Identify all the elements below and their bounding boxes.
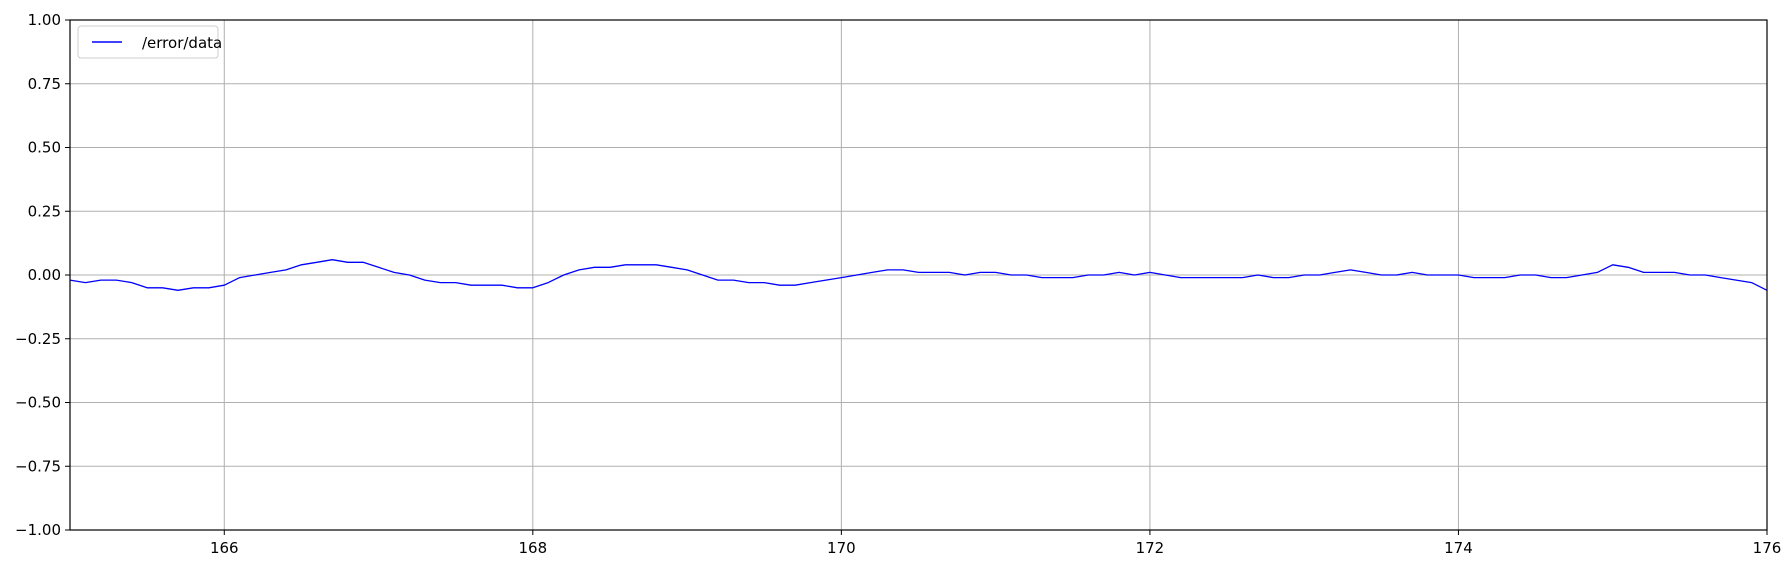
y-tick-label: −0.75 <box>15 457 61 475</box>
x-tick-label: 172 <box>1136 539 1165 557</box>
y-tick-label: 0.25 <box>28 202 61 220</box>
y-tick-label: −0.25 <box>15 330 61 348</box>
series-layer <box>69 259 1768 291</box>
x-tick-label: 168 <box>518 539 547 557</box>
legend-label: /error/data <box>142 34 222 52</box>
x-tick-label: 170 <box>827 539 856 557</box>
legend-box <box>77 25 219 59</box>
axis-ticks: 166 168 170 172 174 176 1.00 0.75 0.50 0.25 0.00 −0… <box>15 11 1781 557</box>
series-line <box>69 259 1768 291</box>
y-tick-label: 0.50 <box>28 139 61 157</box>
y-tick-label: 0.75 <box>28 75 61 93</box>
x-tick-label: 166 <box>210 539 239 557</box>
grid-lines <box>70 20 1767 530</box>
x-tick-label: 174 <box>1444 539 1473 557</box>
y-tick-label: −1.00 <box>15 521 61 539</box>
y-tick-label: 0.00 <box>28 266 61 284</box>
y-tick-label: 1.00 <box>28 11 61 29</box>
y-tick-label: −0.50 <box>15 394 61 412</box>
legend: /error/data <box>77 25 222 59</box>
x-tick-label: 176 <box>1753 539 1782 557</box>
